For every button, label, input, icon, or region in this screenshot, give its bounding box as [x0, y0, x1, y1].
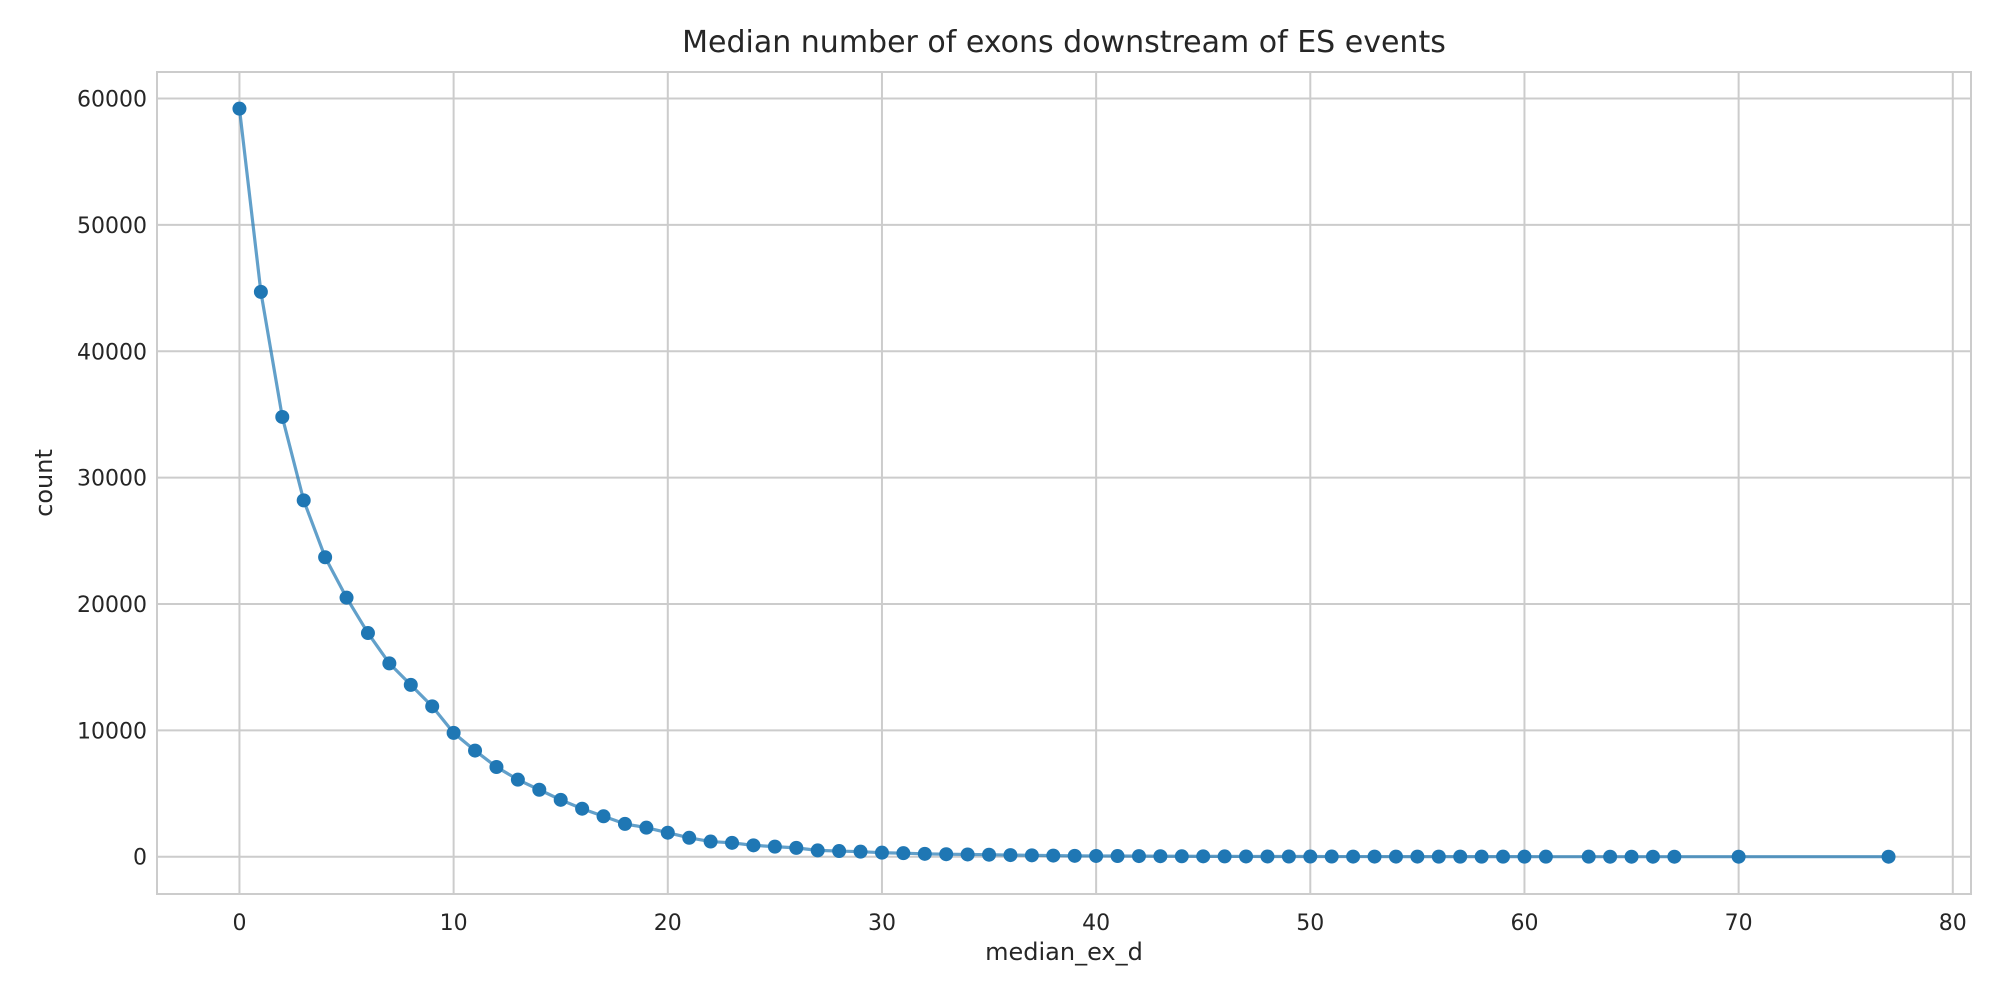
data-point [532, 782, 547, 797]
data-point [382, 656, 397, 671]
data-point [1624, 849, 1639, 864]
x-gridlines [238, 72, 1954, 894]
y-tick-labels: 0 10000 20000 30000 40000 50000 60000 [77, 88, 147, 871]
data-point [617, 816, 632, 831]
data-point [939, 847, 954, 862]
y-tick-label-40000: 40000 [77, 340, 147, 365]
data-point [553, 792, 568, 807]
data-point [275, 409, 290, 424]
data-point [703, 834, 718, 849]
data-point [1603, 849, 1618, 864]
chart-title: Median number of exons downstream of ES … [682, 25, 1446, 60]
data-point [296, 493, 311, 508]
data-point [1367, 849, 1382, 864]
data-point [318, 550, 333, 565]
data-point [1667, 849, 1682, 864]
data-point [403, 677, 418, 692]
x-axis-label: median_ex_d [985, 938, 1143, 966]
data-point [596, 809, 611, 824]
data-point [1067, 848, 1082, 863]
data-point [1538, 849, 1553, 864]
data-point [1431, 849, 1446, 864]
data-point [1024, 848, 1039, 863]
data-point [1303, 849, 1318, 864]
data-point [832, 844, 847, 859]
data-point [1324, 849, 1339, 864]
data-point [425, 699, 440, 714]
data-point [1131, 849, 1146, 864]
data-point [1881, 849, 1896, 864]
data-point [960, 847, 975, 862]
data-point [1388, 849, 1403, 864]
data-point [1089, 848, 1104, 863]
data-point [575, 801, 590, 816]
x-tick-label-80: 80 [1939, 911, 1967, 936]
data-point [489, 760, 504, 775]
y-tick-label-20000: 20000 [77, 593, 147, 618]
x-tick-label-70: 70 [1725, 911, 1753, 936]
y-tick-label-30000: 30000 [77, 467, 147, 492]
data-point [874, 845, 889, 860]
data-point [767, 839, 782, 854]
data-point [1453, 849, 1468, 864]
data-point [1003, 848, 1018, 863]
data-point [682, 830, 697, 845]
data-point [360, 626, 375, 641]
x-tick-labels: 0 10 20 30 40 50 60 70 80 [232, 911, 1966, 936]
data-point [446, 725, 461, 740]
x-tick-label-30: 30 [868, 911, 896, 936]
x-tick-label-40: 40 [1082, 911, 1110, 936]
data-point [1281, 849, 1296, 864]
data-point [1153, 849, 1168, 864]
data-point [1517, 849, 1532, 864]
x-tick-label-50: 50 [1296, 911, 1324, 936]
y-tick-label-50000: 50000 [77, 214, 147, 239]
data-point [253, 284, 268, 299]
y-tick-label-60000: 60000 [77, 88, 147, 113]
plot-area-background [157, 72, 1971, 894]
data-point [725, 835, 740, 850]
data-point [982, 847, 997, 862]
data-point [232, 101, 247, 116]
data-point [1196, 849, 1211, 864]
data-point [853, 844, 868, 859]
data-point [1645, 849, 1660, 864]
x-tick-label-60: 60 [1510, 911, 1538, 936]
data-point [1581, 849, 1596, 864]
data-point [1474, 849, 1489, 864]
data-point [1410, 849, 1425, 864]
data-point [339, 590, 354, 605]
data-point [1046, 848, 1061, 863]
data-point [660, 825, 675, 840]
data-point [510, 772, 525, 787]
y-tick-label-0: 0 [133, 846, 147, 871]
data-point [1174, 849, 1189, 864]
data-point [639, 820, 654, 835]
data-point [1217, 849, 1232, 864]
data-point [1110, 849, 1125, 864]
data-point [1731, 849, 1746, 864]
x-tick-label-20: 20 [654, 911, 682, 936]
plot-frame [156, 71, 1972, 895]
y-axis-label: count [30, 449, 58, 517]
data-point [468, 743, 483, 758]
series-layer [232, 101, 1896, 864]
y-tick-label-10000: 10000 [77, 719, 147, 744]
data-point [1260, 849, 1275, 864]
data-point [1346, 849, 1361, 864]
x-tick-label-0: 0 [232, 911, 246, 936]
data-point [746, 838, 761, 853]
data-point [789, 840, 804, 855]
data-point [1239, 849, 1254, 864]
data-point [810, 843, 825, 858]
x-tick-label-10: 10 [440, 911, 468, 936]
data-point [917, 846, 932, 861]
data-point [1496, 849, 1511, 864]
data-point [896, 846, 911, 861]
